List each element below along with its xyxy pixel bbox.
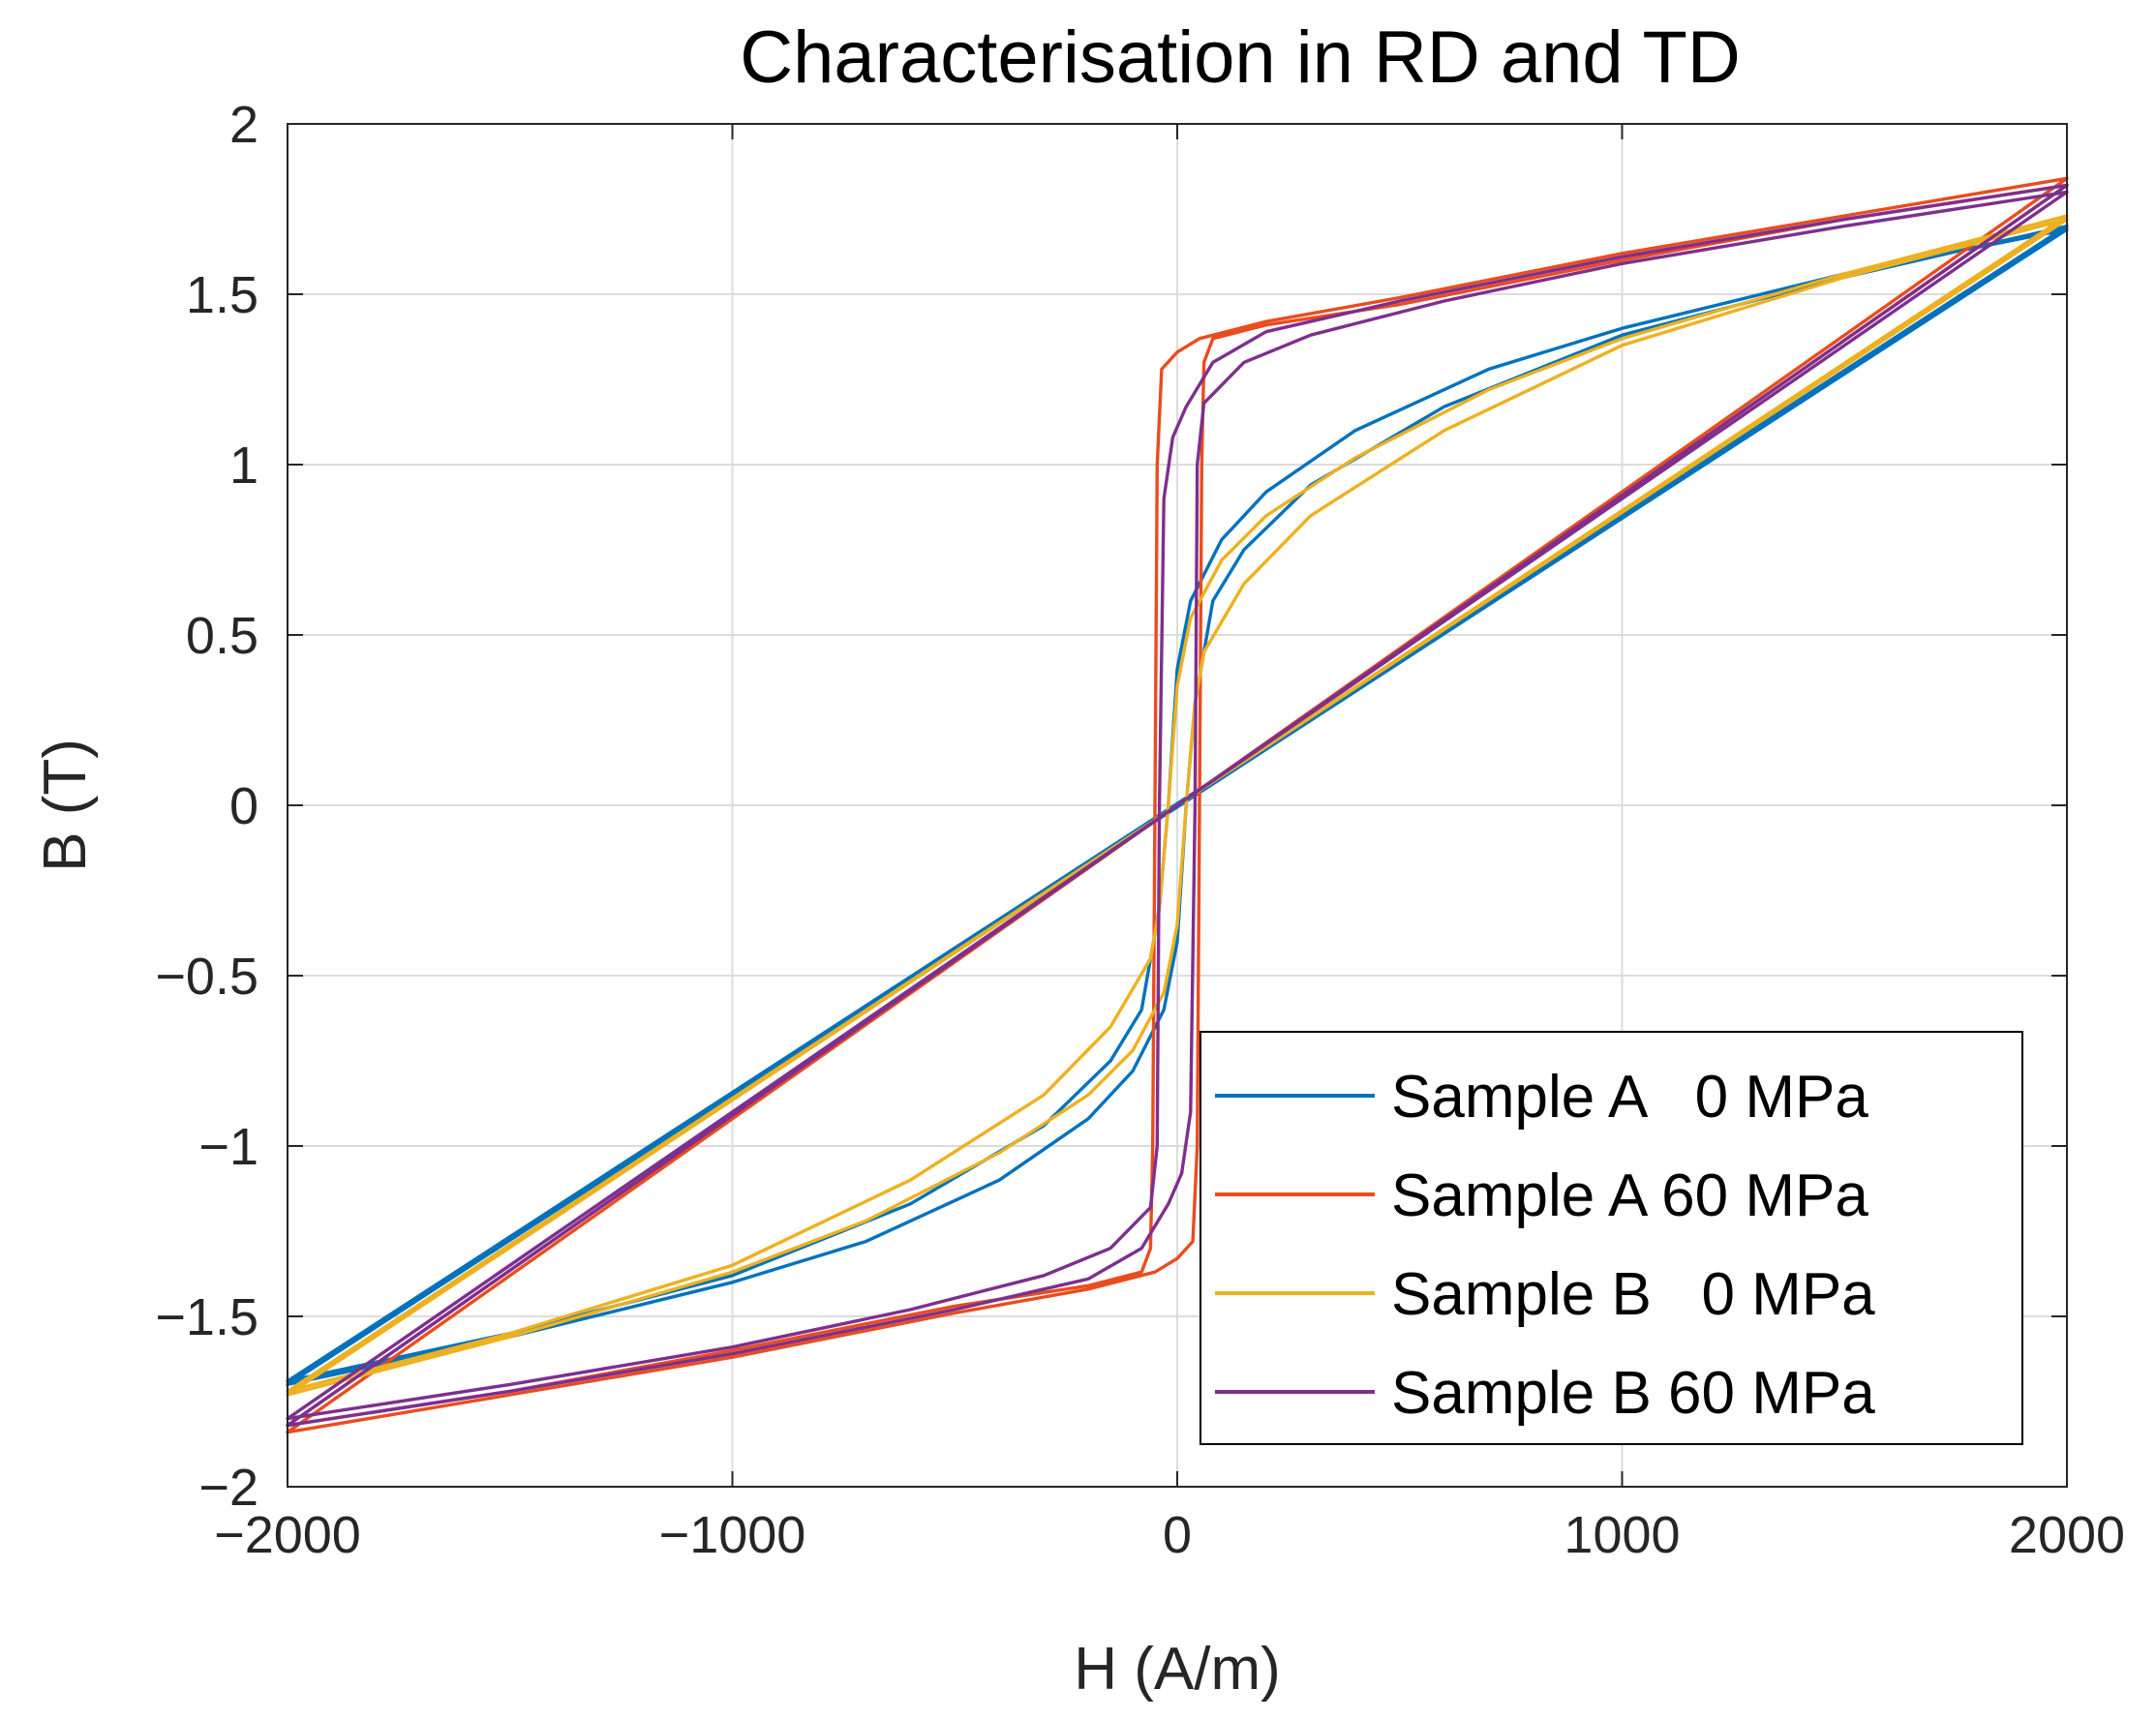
chart-title: Characterisation in RD and TD	[740, 16, 1741, 99]
y-tick-label: −1.5	[155, 1288, 258, 1346]
legend-box	[1199, 1031, 2023, 1445]
y-tick-label: −0.5	[155, 948, 258, 1006]
tick-marks	[287, 123, 2068, 1488]
y-tick-label: 0.5	[186, 607, 258, 665]
x-tick-label: 1000	[1564, 1506, 1680, 1564]
legend: Sample A 0 MPa Sample A 60 MPa Sample B 0 …	[1199, 1031, 2023, 1445]
y-tick-label: −1	[198, 1118, 258, 1176]
legend-label: Sample A 60 MPa	[1391, 1162, 1868, 1229]
y-tick-label: 2	[229, 96, 258, 154]
x-tick-label: 0	[1163, 1506, 1192, 1564]
y-tick-label: 0	[229, 777, 258, 835]
y-tick-label: −2	[198, 1459, 258, 1517]
x-tick-label: 2000	[2009, 1506, 2125, 1564]
y-tick-label: 1.5	[186, 266, 258, 324]
legend-label: Sample A 0 MPa	[1391, 1064, 1868, 1131]
x-tick-label: −2000	[214, 1506, 361, 1564]
legend-label: Sample B 60 MPa	[1391, 1360, 1875, 1427]
y-tick-label: 1	[229, 437, 258, 495]
legend-label: Sample B 0 MPa	[1391, 1261, 1875, 1328]
x-tick-label: −1000	[659, 1506, 806, 1564]
y-tick-labels: −2 −1.5 −1 −0.5 0 0.5 1 1.5 2	[155, 96, 258, 1517]
x-axis-label: H (A/m)	[1074, 1636, 1281, 1703]
y-axis-label: B (T)	[32, 739, 99, 872]
x-tick-labels: −2000 −1000 0 1000 2000	[214, 1506, 2125, 1564]
